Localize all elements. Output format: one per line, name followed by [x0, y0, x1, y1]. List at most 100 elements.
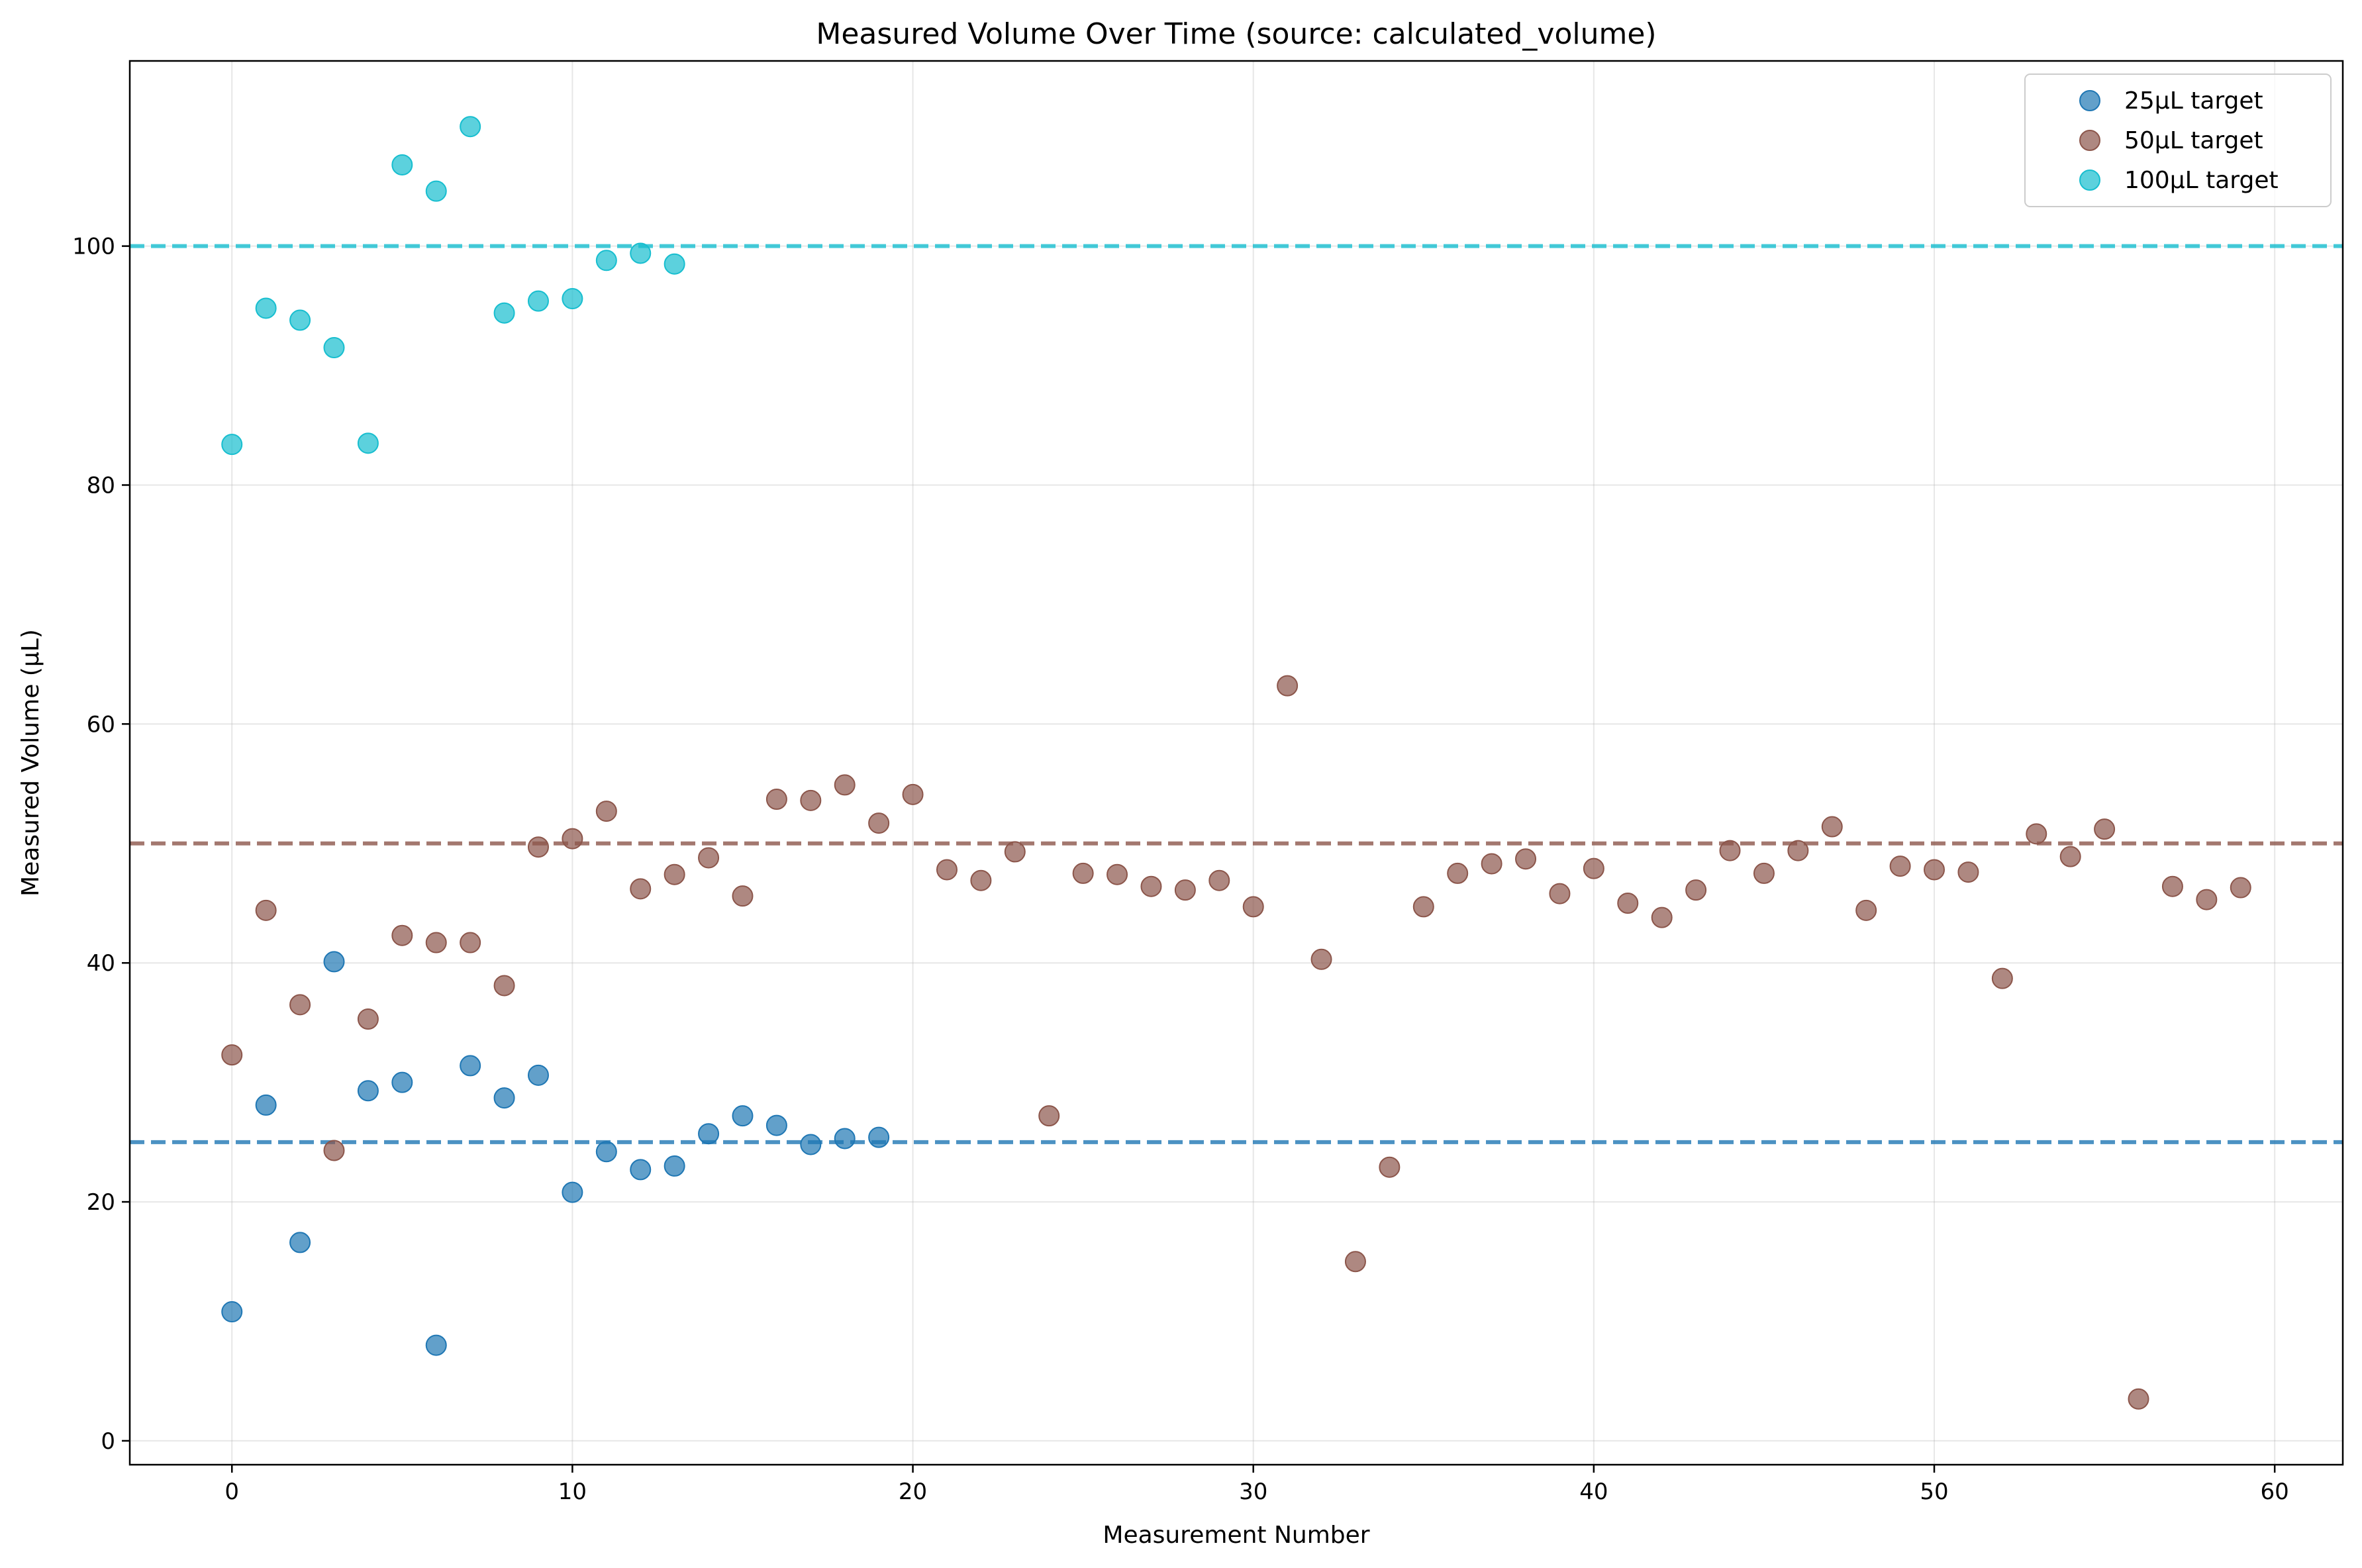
data-point: [1412, 896, 1434, 918]
data-point: [630, 1159, 652, 1181]
data-point: [1651, 906, 1673, 928]
data-point: [595, 801, 617, 822]
data-point: [732, 1105, 754, 1127]
data-point: [595, 1141, 617, 1163]
data-point: [255, 899, 277, 921]
y-tick-label: 100: [72, 234, 115, 260]
data-point: [664, 253, 685, 275]
data-point: [732, 885, 754, 907]
data-point: [868, 1126, 890, 1148]
data-point: [2230, 877, 2251, 899]
data-point: [2196, 889, 2218, 910]
data-point: [493, 1087, 515, 1109]
chart-title: Measured Volume Over Time (source: calcu…: [816, 17, 1656, 51]
data-point: [970, 869, 992, 891]
axis-ticks: 0 10 20 30 40 50 60 0 20 40 60 80 100: [72, 234, 2289, 1505]
data-point: [357, 1080, 379, 1102]
data-point: [221, 434, 243, 456]
series-points: [221, 675, 2251, 1410]
data-point: [1310, 948, 1332, 970]
data-point: [425, 1334, 447, 1356]
data-point: [2094, 818, 2116, 840]
data-point: [765, 789, 787, 810]
y-tick-label: 20: [87, 1189, 115, 1216]
data-point: [2161, 875, 2183, 897]
data-point: [800, 1134, 822, 1155]
data-point: [460, 1055, 481, 1077]
data-point: [527, 290, 549, 312]
data-point: [1821, 816, 1843, 838]
data-point: [698, 847, 720, 869]
data-point: [1889, 856, 1911, 877]
legend-marker: [2079, 130, 2100, 151]
data-point: [1447, 862, 1469, 884]
data-point: [493, 975, 515, 997]
data-point: [323, 1140, 345, 1161]
data-point: [1004, 841, 1026, 863]
y-tick-label: 80: [87, 473, 115, 499]
data-point: [1481, 853, 1502, 875]
legend-label: 25µL target: [2124, 87, 2263, 115]
data-point: [1787, 840, 1809, 861]
data-point: [1379, 1156, 1401, 1178]
data-point: [289, 994, 311, 1016]
data-point: [1107, 863, 1128, 885]
data-point: [630, 242, 652, 264]
data-point: [630, 878, 652, 900]
data-point: [765, 1114, 787, 1136]
data-point: [800, 789, 822, 811]
legend-label: 50µL target: [2124, 127, 2263, 154]
data-point: [1549, 883, 1571, 905]
data-point: [391, 154, 413, 175]
data-point: [1277, 675, 1299, 697]
data-point: [2128, 1388, 2149, 1410]
data-point: [1719, 840, 1741, 861]
data-point: [1038, 1105, 1060, 1127]
x-tick-label: 10: [558, 1479, 587, 1505]
data-point: [323, 951, 345, 973]
y-tick-label: 0: [101, 1428, 115, 1455]
data-point: [1515, 848, 1537, 870]
data-point: [2059, 846, 2081, 867]
data-point: [460, 932, 481, 954]
legend: 25µL target 50µL target 100µL target: [2024, 74, 2332, 207]
data-point: [1242, 896, 1264, 918]
data-point: [1617, 893, 1639, 914]
data-point: [221, 1044, 243, 1066]
data-point: [1991, 967, 2013, 989]
data-points: [221, 116, 2251, 1410]
legend-box: [2024, 74, 2332, 207]
x-tick-label: 50: [1920, 1479, 1948, 1505]
data-point: [460, 116, 481, 138]
data-point: [2026, 823, 2047, 845]
data-point: [221, 1301, 243, 1323]
data-point: [527, 836, 549, 858]
data-point: [357, 1008, 379, 1030]
legend-marker: [2079, 90, 2100, 111]
data-point: [425, 180, 447, 202]
data-point: [255, 297, 277, 319]
data-point: [595, 250, 617, 271]
legend-label: 100µL target: [2124, 167, 2279, 194]
data-point: [493, 302, 515, 324]
y-tick-label: 60: [87, 711, 115, 738]
data-point: [664, 863, 685, 885]
data-point: [1753, 862, 1775, 884]
data-point: [1924, 859, 1945, 881]
data-point: [391, 1071, 413, 1093]
data-point: [289, 309, 311, 331]
data-point: [289, 1232, 311, 1253]
data-point: [664, 1155, 685, 1177]
x-tick-label: 30: [1239, 1479, 1267, 1505]
data-point: [1957, 861, 1979, 883]
legend-marker: [2079, 170, 2100, 191]
series-points: [221, 116, 685, 456]
data-point: [1072, 862, 1094, 884]
data-point: [357, 432, 379, 454]
data-point: [323, 337, 345, 359]
data-point: [562, 288, 583, 310]
data-point: [698, 1123, 720, 1145]
data-point: [834, 774, 856, 796]
data-point: [1208, 869, 1230, 891]
